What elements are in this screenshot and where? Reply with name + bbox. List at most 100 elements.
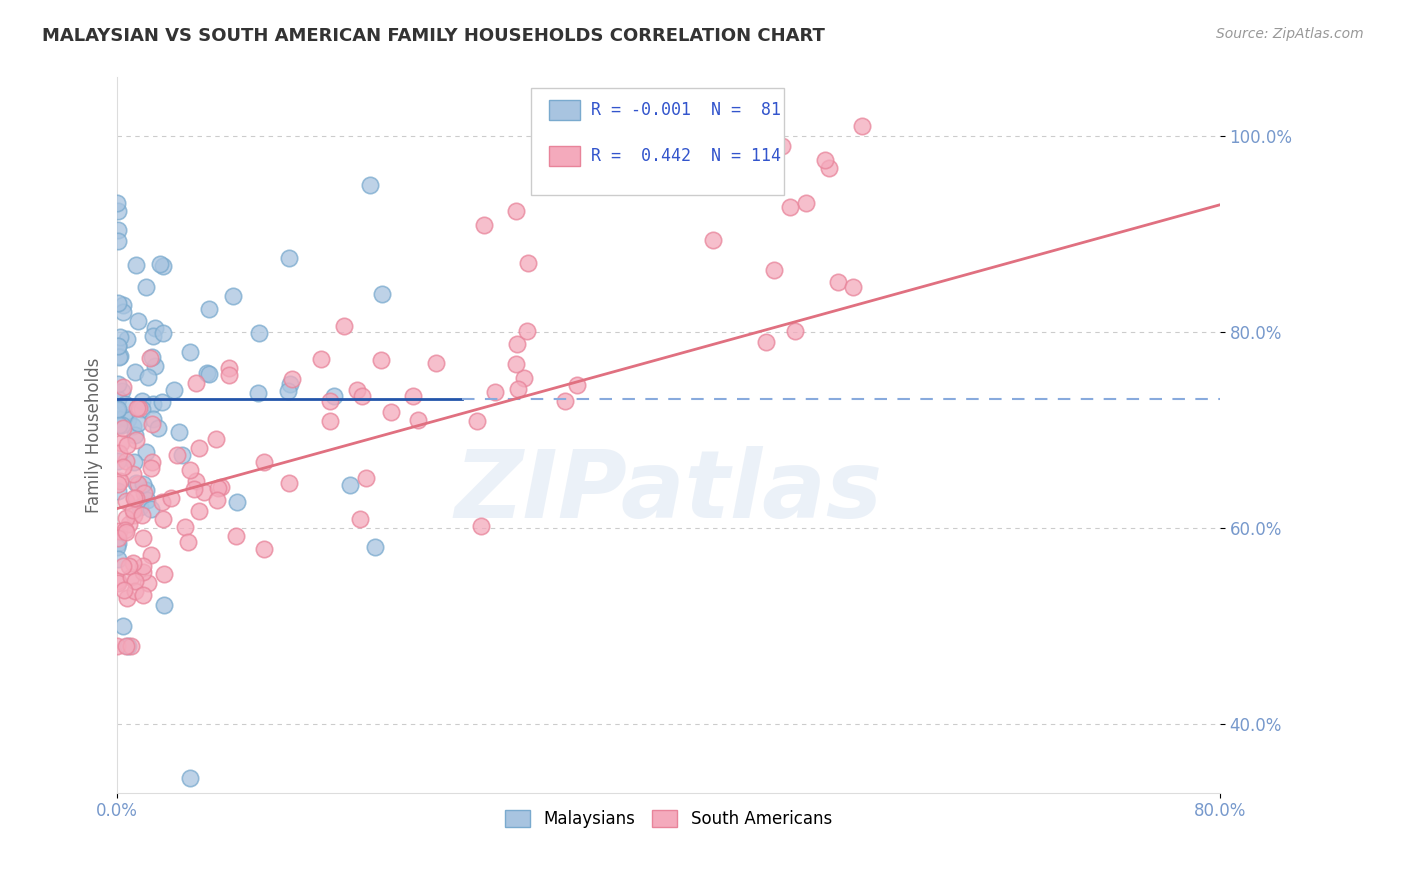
Point	[128, 401, 150, 415]
Point	[402, 389, 425, 403]
Point	[124, 574, 146, 588]
Point	[124, 434, 146, 448]
Point	[120, 570, 142, 584]
Point	[117, 411, 139, 425]
Point	[762, 263, 785, 277]
Point	[122, 556, 145, 570]
Point	[114, 524, 136, 539]
Point	[139, 351, 162, 365]
Point	[813, 153, 835, 167]
Point	[179, 771, 201, 785]
FancyBboxPatch shape	[530, 88, 785, 195]
Point	[105, 541, 128, 555]
Point	[129, 500, 152, 515]
Point	[370, 287, 392, 301]
Point	[160, 491, 183, 506]
Point	[107, 535, 129, 549]
Point	[139, 549, 162, 563]
Point	[554, 394, 576, 409]
Point	[124, 365, 146, 379]
Point	[132, 532, 155, 546]
Point	[346, 383, 368, 397]
Point	[163, 383, 186, 397]
Point	[107, 524, 129, 538]
Point	[117, 558, 139, 573]
Text: R = -0.001  N =  81: R = -0.001 N = 81	[592, 101, 782, 119]
Point	[692, 153, 714, 167]
Point	[188, 441, 211, 455]
Point	[131, 508, 153, 522]
Point	[425, 356, 447, 370]
Point	[138, 576, 160, 591]
Point	[359, 178, 381, 192]
Point	[152, 326, 174, 341]
Point	[112, 298, 135, 312]
Point	[122, 419, 145, 434]
Point	[253, 542, 276, 557]
Point	[253, 455, 276, 469]
Point	[111, 619, 134, 633]
Point	[107, 531, 129, 545]
Point	[108, 445, 131, 459]
Point	[193, 484, 215, 499]
Point	[107, 392, 129, 406]
Point	[107, 402, 129, 417]
Point	[505, 357, 527, 371]
Point	[115, 332, 138, 346]
Point	[333, 318, 356, 333]
Point	[118, 517, 141, 532]
Point	[179, 345, 201, 359]
FancyBboxPatch shape	[550, 100, 581, 120]
Point	[470, 518, 492, 533]
Point	[125, 401, 148, 416]
Text: MALAYSIAN VS SOUTH AMERICAN FAMILY HOUSEHOLDS CORRELATION CHART: MALAYSIAN VS SOUTH AMERICAN FAMILY HOUSE…	[42, 27, 825, 45]
Point	[107, 417, 129, 432]
Point	[132, 565, 155, 579]
Point	[124, 491, 146, 506]
Point	[484, 384, 506, 399]
Point	[177, 535, 200, 549]
Point	[107, 223, 129, 237]
Point	[107, 411, 129, 425]
Point	[702, 233, 724, 247]
Point	[183, 482, 205, 496]
Point	[105, 639, 128, 653]
Point	[107, 477, 129, 491]
Point	[107, 484, 129, 499]
Point	[277, 384, 299, 398]
Point	[770, 139, 793, 153]
Point	[247, 326, 270, 341]
Point	[107, 195, 129, 210]
Point	[117, 639, 139, 653]
Point	[107, 350, 129, 364]
Point	[111, 384, 134, 398]
Point	[142, 397, 165, 411]
Point	[322, 389, 344, 403]
Point	[516, 256, 538, 270]
Point	[110, 349, 132, 363]
Point	[166, 448, 188, 462]
Point	[225, 494, 247, 508]
Point	[114, 639, 136, 653]
Text: R =  0.442  N = 114: R = 0.442 N = 114	[592, 147, 782, 165]
Point	[112, 583, 135, 598]
Point	[111, 417, 134, 432]
Point	[107, 575, 129, 590]
Point	[311, 352, 333, 367]
Point	[141, 350, 163, 364]
Point	[112, 558, 135, 573]
Point	[124, 491, 146, 505]
Point	[115, 454, 138, 468]
Point	[779, 200, 801, 214]
Point	[277, 251, 299, 265]
Point	[370, 353, 392, 368]
Point	[152, 567, 174, 582]
Point	[111, 421, 134, 435]
Point	[112, 410, 135, 425]
Point	[127, 314, 149, 328]
Point	[111, 379, 134, 393]
Point	[508, 382, 530, 396]
Point	[135, 444, 157, 458]
Point	[380, 405, 402, 419]
Point	[349, 512, 371, 526]
